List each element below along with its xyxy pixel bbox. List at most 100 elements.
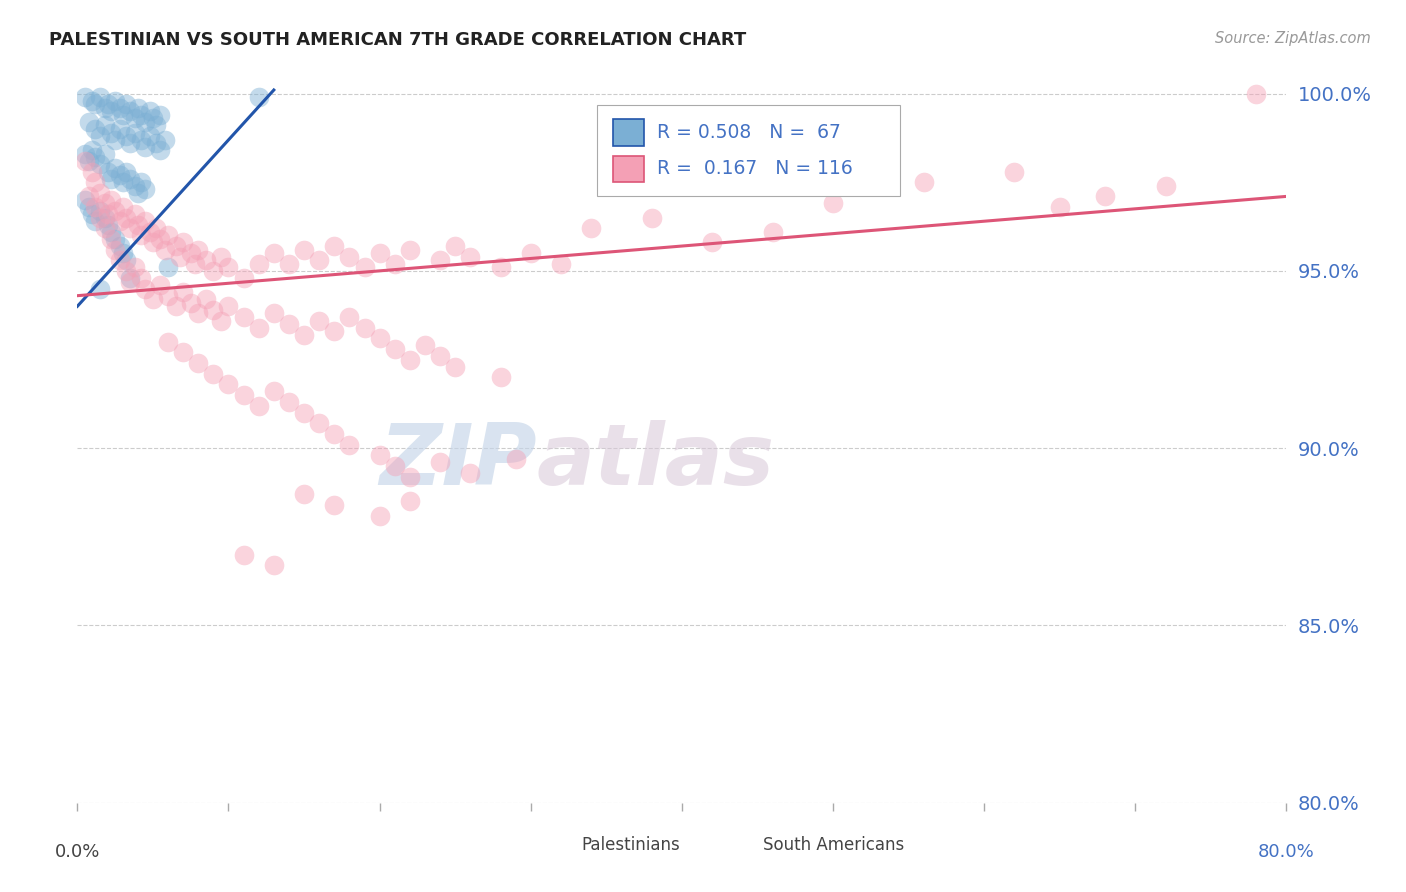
Point [399,352,422,367]
Point [187,243,209,257]
Point [100,171,122,186]
Point [145,136,167,151]
Point [134,214,156,228]
Point [368,448,391,462]
Point [108,168,131,182]
Point [180,295,202,310]
Point [139,104,162,119]
Point [129,108,152,122]
Point [96,97,118,112]
Point [89,211,111,225]
Point [104,161,127,175]
Point [263,246,285,260]
Point [89,186,111,200]
Point [84,175,107,189]
Point [84,214,107,228]
Point [89,90,111,104]
Text: Palestinians: Palestinians [582,836,681,854]
Point [202,367,225,381]
Point [232,310,254,324]
Point [337,250,360,264]
Point [124,112,146,126]
Point [247,257,270,271]
Point [120,136,142,151]
Point [142,292,165,306]
Point [353,320,375,334]
Point [232,271,254,285]
Point [1094,189,1116,203]
Point [100,193,122,207]
Point [308,417,330,431]
Point [165,299,187,313]
Point [124,260,146,275]
Point [114,164,136,178]
Point [209,313,232,327]
Point [165,239,187,253]
Point [114,253,136,268]
Text: 80.0%: 80.0% [1258,843,1315,861]
Point [93,221,115,235]
Point [292,487,315,501]
Point [912,175,935,189]
Point [278,257,301,271]
Point [149,278,172,293]
Point [73,153,96,168]
Point [104,232,127,246]
Text: South Americans: South Americans [763,836,904,854]
Point [79,189,101,203]
Point [100,104,122,119]
Point [762,225,785,239]
FancyBboxPatch shape [613,120,644,145]
Point [263,558,285,573]
Point [368,508,391,523]
Point [821,196,844,211]
Point [79,115,101,129]
Point [84,122,107,136]
Point [111,246,134,260]
Point [202,302,225,317]
Point [120,104,142,119]
Point [489,370,512,384]
Point [104,243,127,257]
Point [124,207,146,221]
Point [114,129,136,144]
Point [124,178,146,193]
Point [100,126,122,140]
Point [444,239,467,253]
Point [384,257,406,271]
Point [142,112,165,126]
Text: Source: ZipAtlas.com: Source: ZipAtlas.com [1215,31,1371,46]
Point [124,126,146,140]
Point [120,171,142,186]
Point [292,406,315,420]
Point [399,243,422,257]
Point [232,388,254,402]
Point [129,228,152,243]
Point [172,345,194,359]
Point [505,451,527,466]
FancyBboxPatch shape [613,156,644,182]
Point [263,306,285,320]
Point [82,164,104,178]
Point [73,193,96,207]
Point [292,243,315,257]
Point [337,437,360,451]
Text: atlas: atlas [537,419,775,502]
Point [187,306,209,320]
Point [153,133,176,147]
Point [1004,164,1026,178]
Point [73,146,96,161]
Point [550,257,572,271]
Point [111,200,134,214]
Point [96,164,118,178]
Point [263,384,285,399]
Point [129,271,152,285]
Point [157,260,180,275]
Point [134,182,156,196]
Point [399,494,422,508]
Point [278,317,301,331]
Point [127,218,149,232]
Point [337,310,360,324]
Text: R =  0.167   N = 116: R = 0.167 N = 116 [657,160,852,178]
Point [111,108,134,122]
